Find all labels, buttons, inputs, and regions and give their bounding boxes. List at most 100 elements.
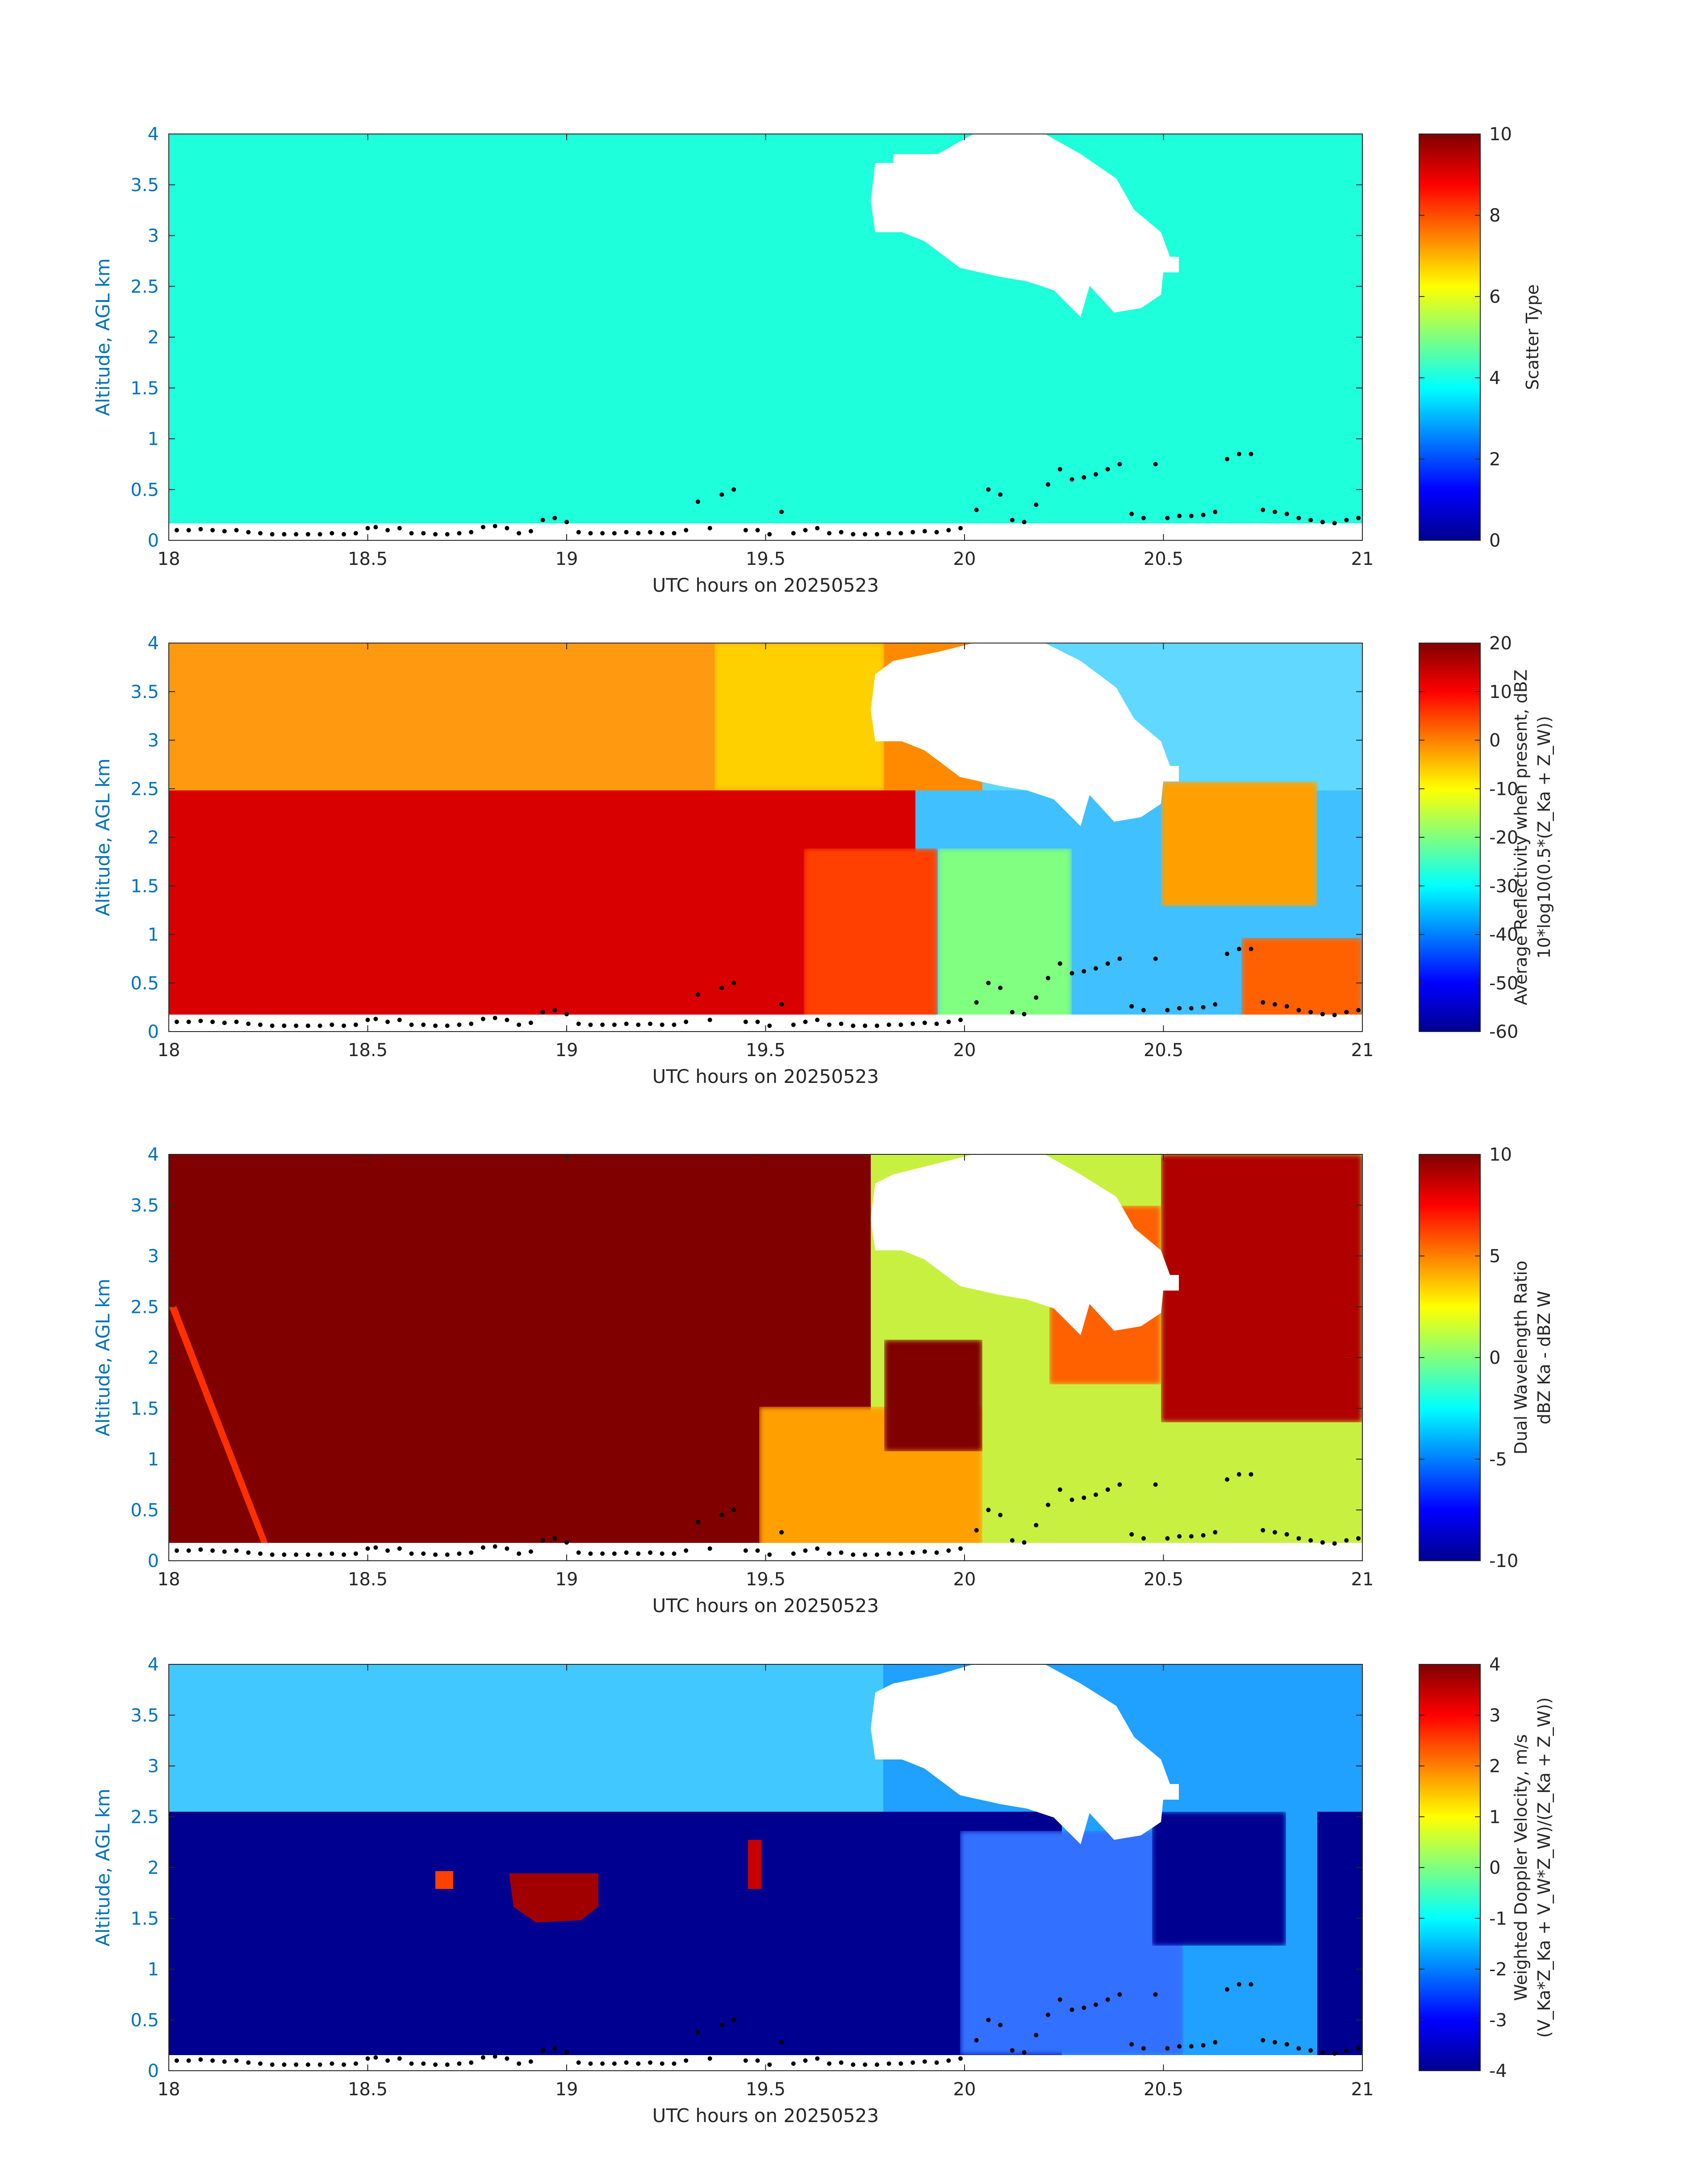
cloud-base-point xyxy=(385,2058,390,2063)
x-axis-label: UTC hours on 20250523 xyxy=(652,574,879,596)
panel-reflectivity xyxy=(168,643,1363,1032)
cloud-base-point xyxy=(1189,2044,1194,2049)
cloud-base-point xyxy=(270,2062,275,2067)
colorbar-tick-label: -30 xyxy=(1489,876,1518,897)
cloud-base-point xyxy=(445,532,450,537)
cloud-base-point xyxy=(1057,1487,1062,1492)
x-tick-label: 20.5 xyxy=(1144,1569,1183,1590)
cloud-base-point xyxy=(1272,1530,1277,1535)
cloud-base-point xyxy=(1272,510,1277,514)
y-tick-label: 3.5 xyxy=(130,1705,159,1726)
y-tick-label: 3.5 xyxy=(130,1195,159,1216)
cloud-base-point xyxy=(803,1020,808,1024)
cloud-base-point xyxy=(270,1552,275,1557)
cloud-base-point xyxy=(863,1552,868,1557)
cloud-base-point xyxy=(409,1022,414,1027)
cloud-base-point xyxy=(934,2060,939,2065)
cloud-base-point xyxy=(1153,1482,1158,1487)
cloud-base-point xyxy=(528,529,533,534)
cloud-base-point xyxy=(898,531,903,536)
colorbar-tick-label: 6 xyxy=(1489,287,1500,307)
cloud-base-point xyxy=(576,2060,581,2065)
colorbar-label: Dual Wavelength Ratio xyxy=(1511,1261,1531,1454)
x-tick-label: 21 xyxy=(1351,1569,1374,1590)
y-tick-label: 0 xyxy=(148,2061,159,2081)
colorbar-tick-label: 1 xyxy=(1489,1807,1500,1827)
cloud-base-point xyxy=(397,1017,402,1022)
cloud-base-point xyxy=(743,1020,748,1024)
cloud-base-point xyxy=(874,1023,879,1028)
cloud-base-point xyxy=(246,530,251,535)
x-tick-label: 20 xyxy=(953,1569,976,1590)
cloud-base-point xyxy=(922,1549,927,1554)
colorbar-tick-label: 2 xyxy=(1489,449,1500,470)
colorbar-tick-label: -2 xyxy=(1489,1960,1507,1980)
cloud-base-point xyxy=(1213,510,1218,514)
cloud-base-point xyxy=(540,518,545,522)
cloud-base-point xyxy=(1082,1495,1086,1500)
cloud-base-point xyxy=(552,1536,557,1541)
cloud-base-point xyxy=(1177,514,1182,518)
cloud-base-point xyxy=(779,2040,784,2045)
cloud-base-point xyxy=(540,2048,545,2053)
cloud-base-point xyxy=(1344,2048,1349,2053)
x-tick-label: 18 xyxy=(158,549,180,569)
cloud-base-point xyxy=(600,1022,605,1027)
cloud-base-point xyxy=(330,2061,334,2066)
cloud-base-point xyxy=(222,1549,227,1554)
cloud-base-point xyxy=(469,1550,474,1555)
cloud-base-point xyxy=(898,2061,903,2066)
cloud-base-point xyxy=(1261,1000,1265,1005)
x-tick-label: 19 xyxy=(555,2079,578,2100)
cloud-base-point xyxy=(397,2056,402,2061)
cloud-base-point xyxy=(719,492,724,497)
cloud-base-point xyxy=(974,2038,979,2043)
cloud-base-point xyxy=(684,1548,689,1553)
x-tick-label: 18 xyxy=(158,1040,180,1061)
cloud-base-point xyxy=(1332,2051,1337,2056)
cloud-base-point xyxy=(1225,952,1230,956)
cloud-base-point xyxy=(1284,1004,1289,1009)
cloud-base-point xyxy=(517,1551,522,1556)
cloud-base-point xyxy=(421,2061,426,2066)
cloud-base-point xyxy=(433,2062,438,2067)
cloud-base-point xyxy=(1356,515,1361,520)
cloud-base-point xyxy=(1236,947,1241,952)
cloud-base-point xyxy=(791,531,796,536)
cloud-base-point xyxy=(779,510,784,514)
cloud-base-point xyxy=(1344,518,1349,522)
heatmap-scatter-type xyxy=(169,134,1362,540)
cloud-base-point xyxy=(696,992,701,997)
cloud-base-point xyxy=(886,531,891,536)
cloud-base-point xyxy=(1105,1487,1110,1492)
y-tick-label: 4 xyxy=(148,633,159,654)
cloud-base-point xyxy=(791,1551,796,1556)
cloud-base-point xyxy=(353,1022,358,1027)
cloud-base-point xyxy=(373,1016,378,1021)
cloud-base-point xyxy=(222,1020,227,1025)
no-data-region xyxy=(871,1664,1179,1844)
y-tick-label: 2 xyxy=(148,827,159,848)
cloud-base-point xyxy=(210,1548,215,1553)
colorbar-tick-label: 20 xyxy=(1489,633,1512,654)
colorbar-tick-label: 10 xyxy=(1489,682,1512,702)
cloud-base-point xyxy=(779,1002,784,1007)
cloud-base-point xyxy=(815,1017,820,1022)
cloud-base-point xyxy=(294,1552,299,1557)
cloud-base-point xyxy=(1296,515,1301,520)
cloud-base-point xyxy=(552,515,557,520)
cloud-base-point xyxy=(731,981,736,986)
cloud-base-point xyxy=(684,528,689,533)
cloud-base-point xyxy=(246,2060,251,2065)
colorbar-tick-label: -3 xyxy=(1489,2010,1507,2031)
cloud-base-point xyxy=(1225,1987,1230,1992)
cloud-base-point xyxy=(373,2055,378,2060)
cloud-base-point xyxy=(1082,969,1086,974)
cloud-base-point xyxy=(1046,2012,1051,2017)
cloud-base-point xyxy=(1069,477,1074,482)
y-tick-label: 2 xyxy=(148,327,159,348)
cloud-base-point xyxy=(480,1545,485,1550)
colorbar-label: (V_Ka*Z_Ka + V_W*Z_W)/(Z_Ka + Z_W)) xyxy=(1534,1697,1554,2038)
cloud-base-point xyxy=(540,1010,545,1015)
